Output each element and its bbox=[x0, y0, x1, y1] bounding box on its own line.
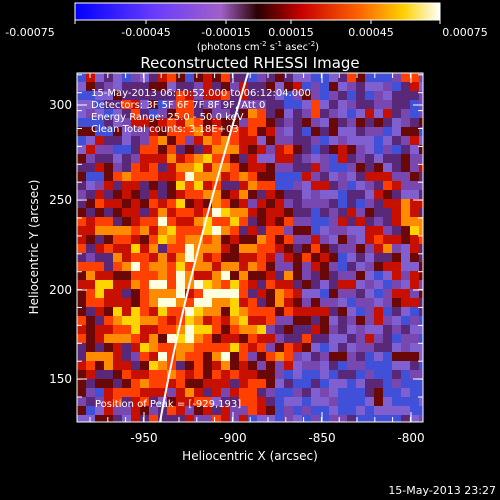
colorbar-tick-label: 0.00015 bbox=[268, 26, 314, 39]
x-axis-label: Heliocentric X (arcsec) bbox=[182, 449, 318, 463]
x-tick-label: -950 bbox=[130, 431, 157, 445]
rhessi-image bbox=[77, 73, 423, 422]
timestamp: 15-May-2013 23:27 bbox=[388, 484, 496, 497]
plot-title: Reconstructed RHESSI Image bbox=[140, 54, 359, 72]
axis-ticks bbox=[77, 73, 423, 422]
colorbar-ticks bbox=[74, 20, 441, 24]
colorbar bbox=[74, 2, 441, 21]
colorbar-tick-label: 0.00045 bbox=[348, 26, 394, 39]
colorbar-tick-label: -0.00015 bbox=[201, 26, 250, 39]
y-tick-label: 300 bbox=[49, 98, 72, 112]
colorbar-tick-label: -0.00075 bbox=[5, 26, 54, 39]
info-time-range: 15-May-2013 06:10:52.000 to 06:12:04.000 bbox=[91, 88, 311, 99]
x-tick-label: -800 bbox=[397, 431, 424, 445]
y-tick-label: 200 bbox=[49, 283, 72, 297]
info-energy: Energy Range: 25.0 - 50.0 keV bbox=[91, 112, 244, 123]
info-clean: Clean Total counts: 3.18E+03 bbox=[91, 124, 239, 135]
solar-limb bbox=[159, 73, 249, 422]
y-tick-label: 150 bbox=[49, 372, 72, 386]
colorbar-unit: (photons cm-2 s-1 asec-2) bbox=[197, 40, 319, 53]
x-tick-label: -900 bbox=[219, 431, 246, 445]
y-axis-label: Heliocentric Y (arcsec) bbox=[27, 180, 41, 315]
colorbar-tick-label: 0.00075 bbox=[442, 26, 488, 39]
x-tick-label: -850 bbox=[308, 431, 335, 445]
peak-position: Position of Peak = [-929,193] bbox=[95, 399, 241, 410]
info-detectors: Detectors: 3F 5F 6F 7F 8F 9F, Att 0 bbox=[91, 100, 265, 111]
y-tick-label: 250 bbox=[49, 193, 72, 207]
colorbar-tick-label: -0.00045 bbox=[121, 26, 170, 39]
